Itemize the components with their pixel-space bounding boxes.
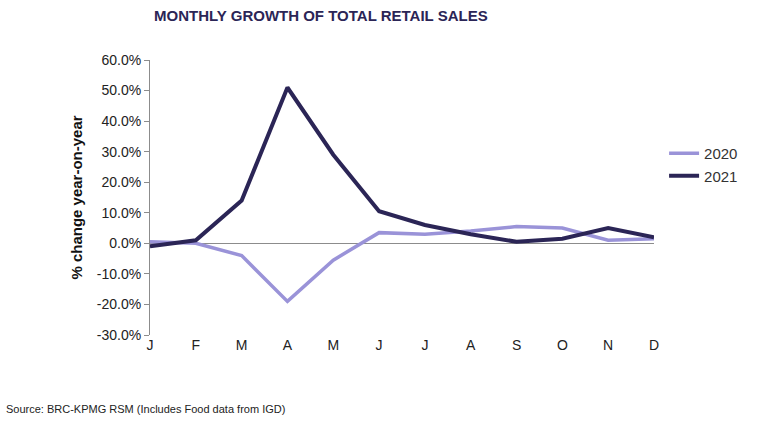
svg-text:50.0%: 50.0%	[101, 82, 141, 98]
svg-text:O: O	[557, 337, 568, 353]
svg-text:% change year-on-year: % change year-on-year	[68, 115, 85, 279]
svg-text:20.0%: 20.0%	[101, 174, 141, 190]
svg-text:40.0%: 40.0%	[101, 113, 141, 129]
svg-text:-20.0%: -20.0%	[97, 296, 141, 312]
svg-text:-30.0%: -30.0%	[97, 327, 141, 343]
svg-text:N: N	[603, 337, 613, 353]
svg-text:2020: 2020	[704, 145, 737, 162]
svg-text:60.0%: 60.0%	[101, 52, 141, 68]
svg-text:10.0%: 10.0%	[101, 205, 141, 221]
svg-text:30.0%: 30.0%	[101, 144, 141, 160]
svg-text:J: J	[421, 337, 428, 353]
svg-text:A: A	[283, 337, 293, 353]
svg-text:M: M	[327, 337, 339, 353]
svg-text:J: J	[147, 337, 154, 353]
svg-text:MONTHLY GROWTH OF TOTAL RETAIL: MONTHLY GROWTH OF TOTAL RETAIL SALES	[154, 7, 488, 24]
svg-text:S: S	[512, 337, 521, 353]
svg-text:Source: BRC-KPMG RSM (Includes: Source: BRC-KPMG RSM (Includes Food data…	[6, 403, 285, 415]
svg-text:M: M	[236, 337, 248, 353]
svg-text:J: J	[376, 337, 383, 353]
svg-text:D: D	[649, 337, 659, 353]
svg-text:F: F	[192, 337, 201, 353]
svg-text:2021: 2021	[704, 168, 737, 185]
svg-text:-10.0%: -10.0%	[97, 266, 141, 282]
svg-text:0.0%: 0.0%	[109, 235, 141, 251]
svg-text:A: A	[466, 337, 476, 353]
